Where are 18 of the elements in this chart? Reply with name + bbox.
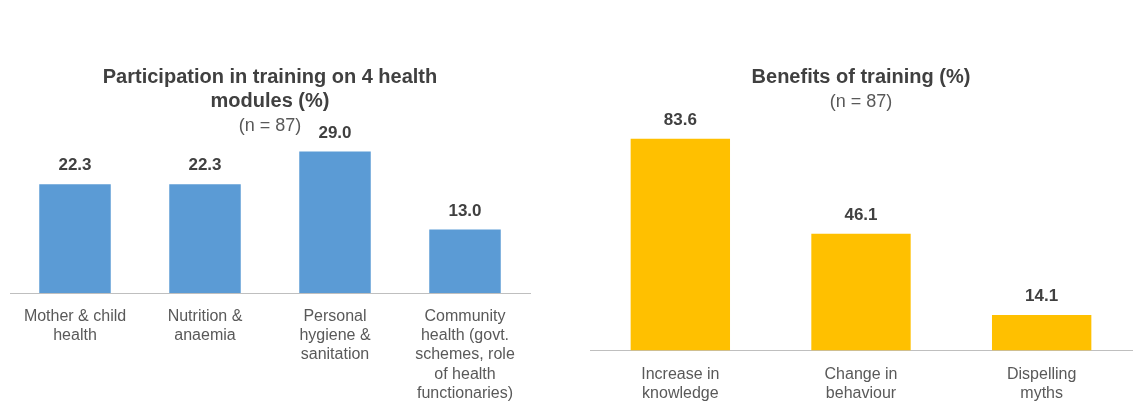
chart-title: Participation in training on 4 health modules (%) [102,64,438,111]
x-tick-label: Change in behaviour [824,364,898,401]
x-tick-label: Community health (govt. schemes, role of health functionaries) [415,307,515,401]
data-label: 46.1 [844,205,878,224]
chart-subtitle: (n = 87) [238,114,302,135]
x-tick-label: Dispelling myths [1006,364,1077,401]
chart-subtitle: (n = 87) [829,90,893,111]
x-tick-label: Increase in knowledge [641,364,720,401]
data-label: 13.0 [448,200,482,220]
x-tick-label: Mother & child health [23,307,127,344]
x-tick-label: Nutrition & anaemia [167,307,243,344]
data-label: 22.3 [58,155,92,175]
x-tick-label: Personal hygiene & sanitation [299,307,371,363]
data-label: 29.0 [318,122,352,142]
chart-title: Benefits of training (%) [751,64,971,87]
data-label: 14.1 [1025,286,1059,306]
data-label: 22.3 [188,155,222,175]
data-label: 83.6 [663,110,697,129]
